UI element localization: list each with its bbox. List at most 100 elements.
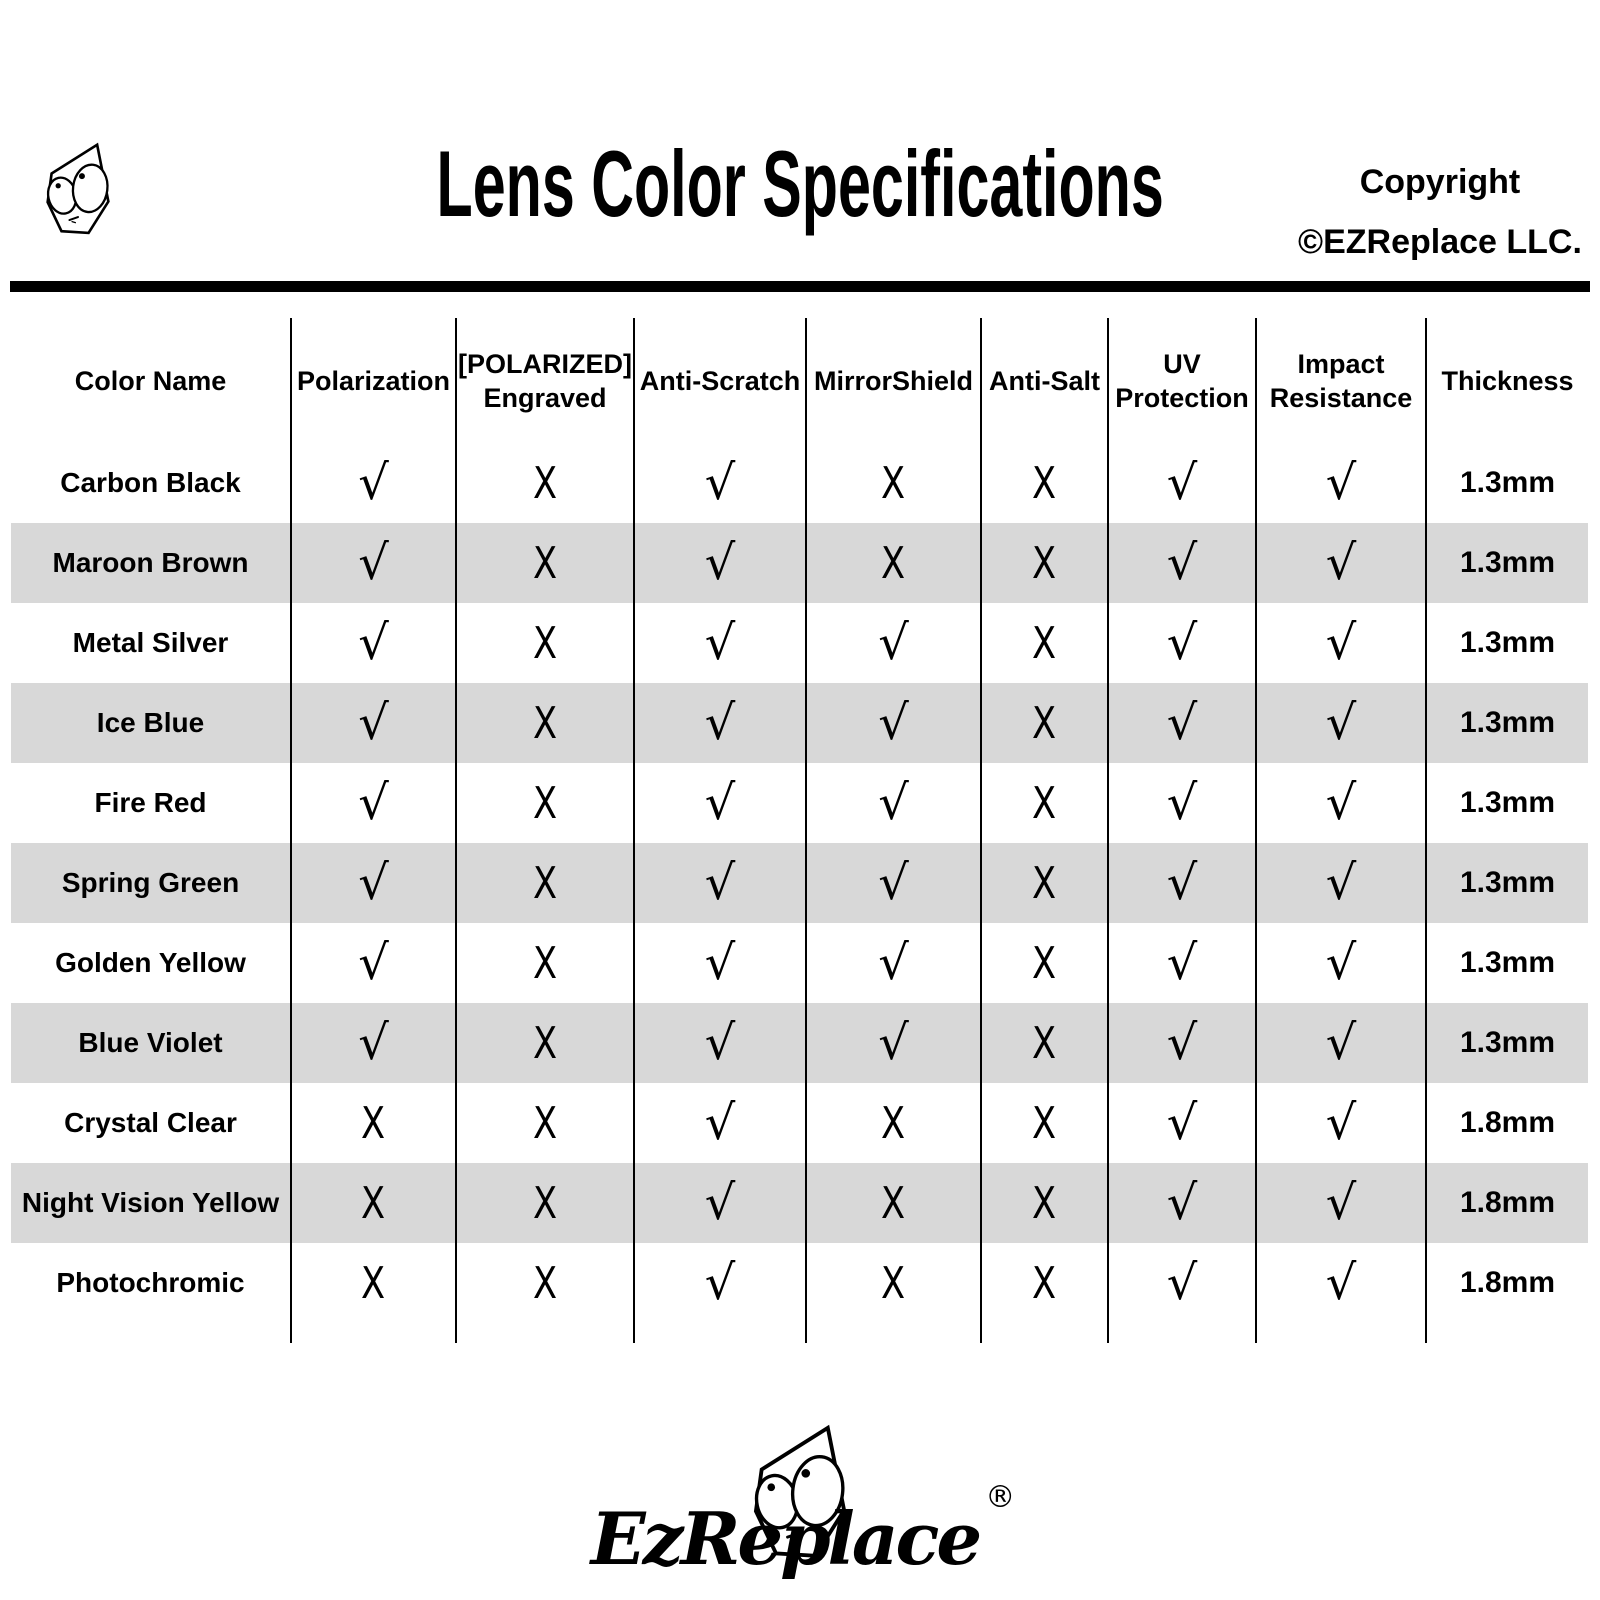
table-row: Fire Red √ X √ √ X √ √ 1.3mm [11, 763, 1588, 843]
x-mark-cell: X [455, 1083, 633, 1163]
copyright-label: Copyright [1359, 163, 1521, 201]
lens-spec-table: Color Name Polarization [POLARIZED] Engr… [11, 318, 1588, 1343]
table-body: Carbon Black √ X √ X X √ √ 1.3mm Maroon Brown √ X √ X… [11, 443, 1588, 1323]
check-mark-cell: √ [1255, 1083, 1425, 1163]
check-mark-cell: √ [290, 683, 455, 763]
color-name-cell: Crystal Clear [64, 1107, 237, 1138]
color-name-cell: Fire Red [94, 787, 207, 818]
header-cell-polarization: Polarization [290, 318, 455, 443]
check-mark-cell: √ [633, 603, 805, 683]
check-mark-cell: √ [633, 1003, 805, 1083]
color-name-cell: Maroon Brown [52, 547, 249, 578]
table-row: Spring Green √ X √ √ X √ √ 1.3mm [11, 843, 1588, 923]
x-mark-cell: X [455, 523, 633, 603]
x-mark-cell: X [455, 1163, 633, 1243]
table-row: Blue Violet √ X √ √ X √ √ 1.3mm [11, 1003, 1588, 1083]
copyright-owner: ©EZReplace LLC. [1298, 223, 1582, 261]
color-name-cell: Spring Green [61, 867, 240, 898]
check-mark-cell: √ [1255, 763, 1425, 843]
thickness-cell: 1.8mm [1425, 1083, 1588, 1163]
x-mark-cell: X [980, 843, 1107, 923]
check-mark-cell: √ [1107, 523, 1255, 603]
table-row: Metal Silver √ X √ √ X √ √ 1.3mm [11, 603, 1588, 683]
check-mark-cell: √ [1255, 523, 1425, 603]
check-mark-cell: √ [290, 763, 455, 843]
table-header-row: Color Name Polarization [POLARIZED] Engr… [11, 318, 1588, 443]
color-name-cell: Photochromic [56, 1267, 245, 1298]
header-cell-color-name: Color Name [74, 365, 227, 396]
x-mark-cell: X [290, 1083, 455, 1163]
check-mark-cell: √ [1107, 843, 1255, 923]
check-mark-cell: √ [1107, 1243, 1255, 1323]
x-mark-cell: X [805, 1163, 980, 1243]
x-mark-cell: X [290, 1243, 455, 1323]
check-mark-cell: √ [1107, 763, 1255, 843]
check-mark-cell: √ [290, 603, 455, 683]
color-name-cell: Night Vision Yellow [21, 1187, 280, 1218]
page-title: Lens Color Specifications [436, 130, 1164, 236]
x-mark-cell: X [290, 1163, 455, 1243]
check-mark-cell: √ [633, 683, 805, 763]
check-mark-cell: √ [1255, 443, 1425, 523]
check-mark-cell: √ [290, 523, 455, 603]
divider-rule [10, 281, 1590, 292]
check-mark-cell: √ [1255, 923, 1425, 1003]
check-mark-cell: √ [633, 443, 805, 523]
table-row: Carbon Black √ X √ X X √ √ 1.3mm [11, 443, 1588, 523]
x-mark-cell: X [980, 683, 1107, 763]
check-mark-cell: √ [1255, 843, 1425, 923]
check-mark-cell: √ [633, 763, 805, 843]
check-mark-cell: √ [1107, 1083, 1255, 1163]
check-mark-cell: √ [1107, 683, 1255, 763]
thickness-cell: 1.3mm [1425, 763, 1588, 843]
check-mark-cell: √ [805, 683, 980, 763]
header-cell-mirrorshield: MirrorShield [805, 318, 980, 443]
x-mark-cell: X [455, 843, 633, 923]
x-mark-cell: X [805, 1243, 980, 1323]
header-cell-thickness: Thickness [1425, 318, 1588, 443]
thickness-cell: 1.3mm [1425, 603, 1588, 683]
check-mark-cell: √ [1255, 1243, 1425, 1323]
x-mark-cell: X [980, 523, 1107, 603]
check-mark-cell: √ [633, 1163, 805, 1243]
check-mark-cell: √ [290, 443, 455, 523]
thickness-cell: 1.3mm [1425, 443, 1588, 523]
table-row: Crystal Clear X X √ X X √ √ 1.8mm [11, 1083, 1588, 1163]
header-cell-uv-protection: UV Protection [1107, 318, 1255, 443]
x-mark-cell: X [455, 443, 633, 523]
x-mark-cell: X [980, 443, 1107, 523]
x-mark-cell: X [980, 1163, 1107, 1243]
header-cell-anti-scratch: Anti-Scratch [633, 318, 805, 443]
x-mark-cell: X [805, 523, 980, 603]
header-cell-impact-resistance: Impact Resistance [1255, 318, 1425, 443]
check-mark-cell: √ [805, 603, 980, 683]
table-row: Maroon Brown √ X √ X X √ √ 1.3mm [11, 523, 1588, 603]
x-mark-cell: X [455, 923, 633, 1003]
header-cell-engraved: [POLARIZED] Engraved [455, 318, 633, 443]
x-mark-cell: X [455, 1243, 633, 1323]
registered-trademark-icon: ® [985, 1480, 1016, 1515]
mascot-face-icon [45, 143, 111, 235]
thickness-cell: 1.8mm [1425, 1243, 1588, 1323]
table-row: Photochromic X X √ X X √ √ 1.8mm [11, 1243, 1588, 1323]
x-mark-cell: X [455, 603, 633, 683]
table-row: Ice Blue √ X √ √ X √ √ 1.3mm [11, 683, 1588, 763]
check-mark-cell: √ [1107, 603, 1255, 683]
table-bottom-spacer [11, 1323, 1588, 1343]
x-mark-cell: X [805, 443, 980, 523]
x-mark-cell: X [980, 763, 1107, 843]
check-mark-cell: √ [805, 843, 980, 923]
check-mark-cell: √ [1255, 1003, 1425, 1083]
check-mark-cell: √ [1255, 1163, 1425, 1243]
check-mark-cell: √ [290, 923, 455, 1003]
x-mark-cell: X [805, 1083, 980, 1163]
x-mark-cell: X [455, 1003, 633, 1083]
header-cell-anti-salt: Anti-Salt [980, 318, 1107, 443]
check-mark-cell: √ [1107, 923, 1255, 1003]
color-name-cell: Golden Yellow [55, 947, 246, 978]
table-row: Night Vision Yellow X X √ X X √ √ 1.8mm [11, 1163, 1588, 1243]
color-name-cell: Metal Silver [72, 627, 229, 658]
thickness-cell: 1.8mm [1425, 1163, 1588, 1243]
color-name-cell: Ice Blue [96, 707, 205, 738]
